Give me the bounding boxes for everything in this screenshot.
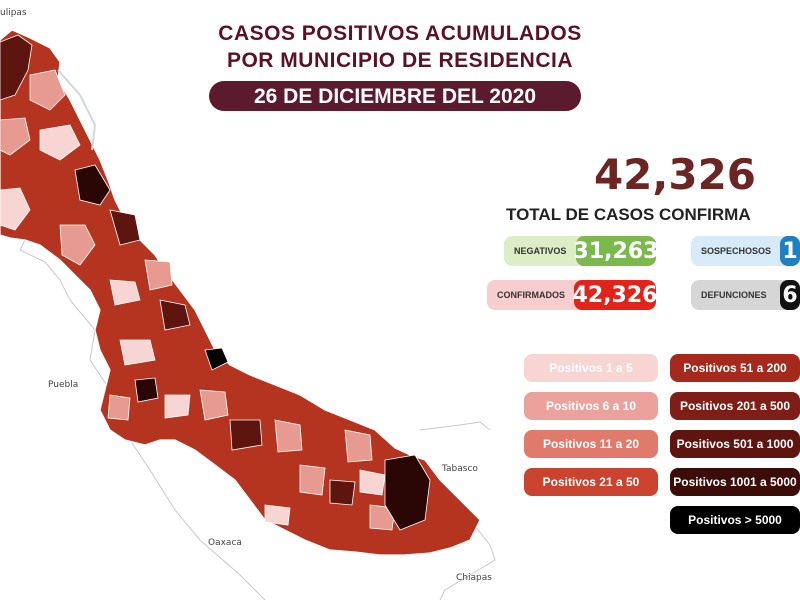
title-line-1: CASOS POSITIVOS ACUMULADOS: [218, 22, 582, 45]
stat-defunciones-value: 6: [780, 280, 800, 310]
stat-confirmados-value: 42,326: [573, 280, 656, 310]
state-label-puebla: Puebla: [48, 380, 79, 390]
legend-item: Positivos 1001 a 5000: [670, 468, 800, 496]
stat-confirmados-label: CONFIRMADOS: [497, 290, 565, 300]
total-cases-value: 42,326: [593, 150, 757, 199]
stat-defunciones: DEFUNCIONES 6: [691, 280, 800, 310]
legend-item: Positivos 201 a 500: [670, 392, 800, 420]
stat-sospechosos-label: SOSPECHOSOS: [701, 246, 772, 256]
state-label-oaxaca: Oaxaca: [208, 538, 242, 548]
stat-defunciones-label: DEFUNCIONES: [701, 290, 767, 300]
stat-confirmados: CONFIRMADOS 42,326: [487, 280, 656, 310]
stat-sospechosos-value: 1: [780, 236, 800, 266]
date-badge: 26 DE DICIEMBRE DEL 2020: [209, 81, 581, 111]
veracruz-map: [0, 29, 496, 600]
total-cases-label: TOTAL DE CASOS CONFIRMA: [506, 205, 751, 224]
stat-negativos: NEGATIVOS 31,263: [504, 236, 656, 266]
coast-lagoon: [57, 69, 97, 151]
state-label-tamaulipas: ulipas: [0, 8, 27, 18]
legend-item: Positivos 501 a 1000: [670, 430, 800, 458]
stat-sospechosos: SOSPECHOSOS 1: [691, 236, 800, 266]
legend-item: Positivos > 5000: [670, 506, 800, 534]
state-label-tabasco: Tabasco: [442, 464, 478, 474]
title-line-2: POR MUNICIPIO DE RESIDENCIA: [226, 49, 574, 72]
veracruz-state-shape: [0, 29, 481, 556]
legend-item: Positivos 21 a 50: [524, 468, 658, 496]
municipality-patches: [0, 34, 431, 531]
legend-item: Positivos 1 a 5: [524, 354, 658, 382]
stat-negativos-label: NEGATIVOS: [514, 246, 567, 256]
legend-item: Positivos 6 a 10: [524, 392, 658, 420]
state-label-chiapas: Chiapas: [456, 573, 492, 583]
legend-item: Positivos 51 a 200: [670, 354, 800, 382]
stat-negativos-value: 31,263: [574, 236, 656, 266]
legend-item: Positivos 11 a 20: [524, 430, 658, 458]
